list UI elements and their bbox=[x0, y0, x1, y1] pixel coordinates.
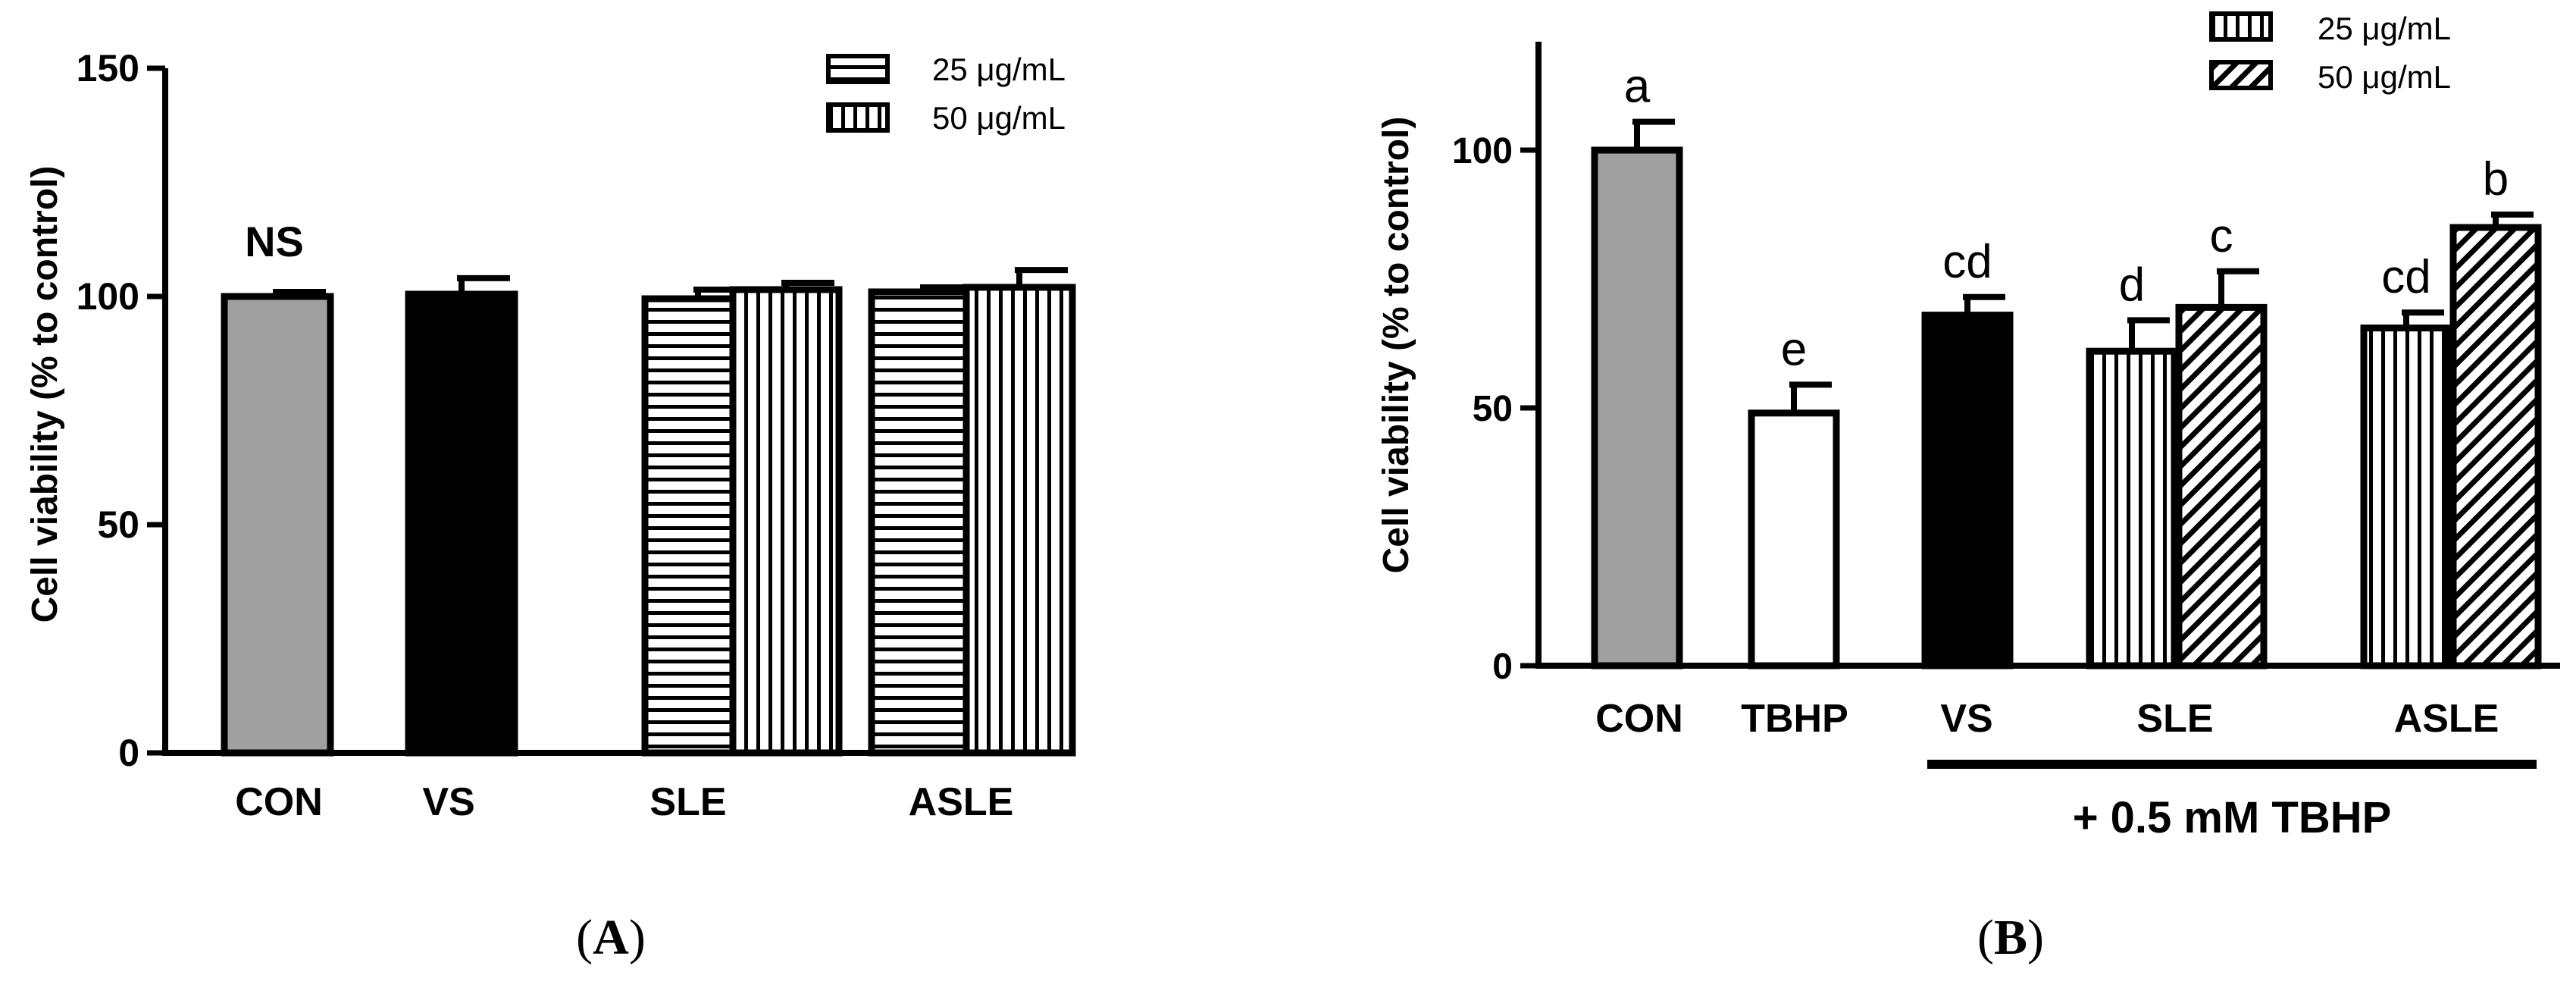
panel-b-legend-label-50: 50 μg/mL bbox=[2318, 59, 2451, 95]
panel-b-legend-swatch-50 bbox=[2209, 60, 2273, 90]
panel-a-y-tick-label-100: 100 bbox=[77, 275, 139, 318]
panel-b-bar-sle-50-g-ml bbox=[2175, 303, 2268, 669]
panel-b-category-label-asle: ASLE bbox=[2394, 697, 2499, 741]
panel-b-bar-con bbox=[1591, 146, 1683, 669]
panel-b-significance-letter-sle-25-g-ml: d bbox=[2119, 259, 2145, 311]
panel-a-category-label-con: CON bbox=[235, 780, 323, 824]
panel-a-y-tick-label-50: 50 bbox=[97, 503, 139, 546]
panel-b-category-label-con: CON bbox=[1595, 697, 1683, 741]
panel-b: Cell viability (% to control) 0 50 100 a e c… bbox=[1376, 11, 2560, 965]
panel-a-legend-label-25: 25 μg/mL bbox=[932, 52, 1066, 87]
panel-a-category-label-sle: SLE bbox=[649, 780, 726, 824]
panel-b-significance-letter-asle-50-g-ml: b bbox=[2483, 153, 2509, 205]
panel-b-significance-letter-con: a bbox=[1624, 61, 1651, 113]
panel-a-bar-asle-25-g-ml bbox=[868, 288, 981, 757]
panel-b-bar-asle-50-g-ml bbox=[2449, 224, 2542, 669]
panel-b-category-label-vs: VS bbox=[1940, 697, 1992, 741]
panel-b-category-label-sle: SLE bbox=[2136, 697, 2213, 741]
panel-a-legend: 25 μg/mL 50 μg/mL bbox=[826, 52, 1066, 136]
panel-b-y-tick-label-50: 50 bbox=[1473, 389, 1513, 429]
panel-a-legend-swatch-50 bbox=[826, 102, 890, 133]
panel-b-significance-letter-asle-25-g-ml: cd bbox=[2381, 251, 2430, 303]
panel-b-bar-tbhp bbox=[1748, 409, 1840, 669]
panel-b-category-label-tbhp: TBHP bbox=[1741, 697, 1848, 741]
panel-b-legend-label-25: 25 μg/mL bbox=[2318, 11, 2451, 46]
panel-b-significance-letter-tbhp: e bbox=[1781, 323, 1807, 375]
panel-b-legend-swatch-25 bbox=[2209, 11, 2273, 42]
panel-a-y-tick-label-150: 150 bbox=[77, 47, 139, 89]
panel-a-bar-sle-50-g-ml bbox=[729, 286, 843, 757]
panel-a-bar-vs bbox=[405, 290, 518, 757]
panel-a-category-label-vs: VS bbox=[422, 780, 474, 824]
panel-b-significance-letter-sle-50-g-ml: c bbox=[2210, 210, 2233, 262]
panel-b-y-tick-label-0: 0 bbox=[1492, 647, 1513, 687]
panel-b-bar-vs bbox=[1921, 312, 2014, 669]
panel-a-legend-label-50: 50 μg/mL bbox=[932, 100, 1066, 136]
panel-a-bar-asle-50-g-ml bbox=[962, 284, 1076, 757]
panel-b-bar-sle-25-g-ml bbox=[2086, 347, 2178, 669]
panel-a-bar-con bbox=[221, 293, 334, 757]
panel-b-y-axis-title: Cell viability (% to control) bbox=[1376, 117, 1416, 574]
panel-b-treatment-label: + 0.5 mM TBHP bbox=[2073, 793, 2392, 842]
panel-a-legend-swatch-25 bbox=[826, 54, 890, 84]
panel-a-category-label-asle: ASLE bbox=[909, 780, 1014, 824]
panel-b-y-tick-label-100: 100 bbox=[1452, 131, 1513, 171]
panel-b-caption: (B) bbox=[1977, 910, 2044, 965]
panel-a-caption: (A) bbox=[576, 910, 646, 965]
panel-a: Cell viability (% to control) 050100150 … bbox=[25, 47, 1076, 965]
panel-b-bar-asle-25-g-ml bbox=[2360, 325, 2452, 669]
panel-b-significance-letter-vs: cd bbox=[1942, 236, 1992, 288]
panel-a-y-axis-title: Cell viability (% to control) bbox=[25, 166, 65, 623]
panel-b-legend: 25 μg/mL 50 μg/mL bbox=[2209, 11, 2451, 95]
panel-a-y-tick-label-0: 0 bbox=[118, 732, 139, 774]
panel-a-ns-annotation: NS bbox=[245, 218, 304, 265]
